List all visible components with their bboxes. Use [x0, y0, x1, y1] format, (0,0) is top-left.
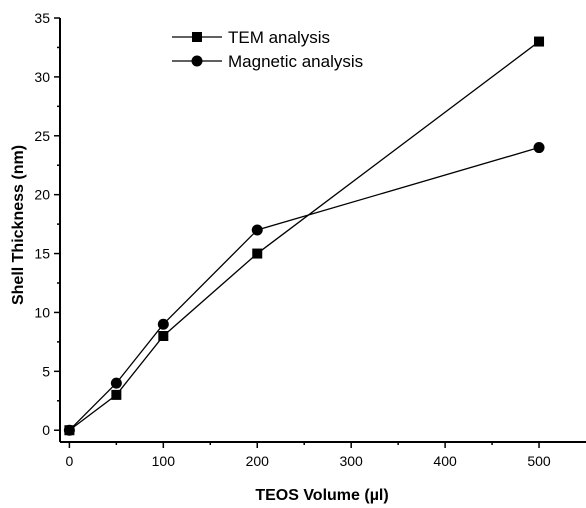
series-line	[69, 41, 540, 431]
legend: TEM analysis Magnetic analysis	[172, 28, 363, 71]
x-axis-ticks: 0 100 200 300 400 500	[65, 442, 551, 469]
y-tick-label: 5	[42, 363, 50, 379]
x-tick-label: 500	[527, 453, 551, 469]
x-tick-label: 100	[152, 453, 176, 469]
data-point	[157, 318, 169, 330]
y-axis-title: Shell Thickness (nm)	[10, 145, 27, 305]
legend-entry: Magnetic analysis	[172, 52, 363, 71]
y-axis-ticks: 0 5 10 15 20 25 30 35	[34, 10, 60, 438]
y-tick-label: 25	[34, 128, 50, 144]
data-point	[251, 224, 263, 236]
y-tick-label: 20	[34, 187, 50, 203]
x-tick-label: 400	[433, 453, 457, 469]
series-line	[68, 146, 540, 431]
series-magnetic	[63, 142, 545, 436]
legend-entry: TEM analysis	[172, 28, 330, 47]
data-point	[252, 248, 263, 259]
legend-marker	[192, 32, 202, 42]
data-point	[533, 142, 545, 154]
series-layer	[63, 36, 545, 436]
data-point	[63, 424, 75, 436]
y-tick-label: 35	[34, 10, 50, 26]
y-tick-label: 10	[34, 304, 50, 320]
y-tick-label: 30	[34, 69, 50, 85]
legend-label: Magnetic analysis	[228, 52, 363, 71]
plot-area	[59, 18, 586, 443]
x-tick-label: 300	[339, 453, 363, 469]
data-point	[534, 36, 545, 47]
x-tick-label: 200	[246, 453, 270, 469]
data-point	[158, 331, 169, 341]
legend-label: TEM analysis	[228, 28, 330, 47]
x-axis-title: TEOS Volume (µl)	[255, 487, 388, 504]
data-point	[111, 389, 122, 400]
legend-marker	[191, 55, 203, 67]
series-tem	[64, 36, 545, 436]
data-point	[110, 377, 122, 389]
y-tick-label: 15	[34, 246, 50, 262]
x-tick-label: 0	[65, 453, 73, 469]
y-tick-label: 0	[42, 422, 50, 438]
